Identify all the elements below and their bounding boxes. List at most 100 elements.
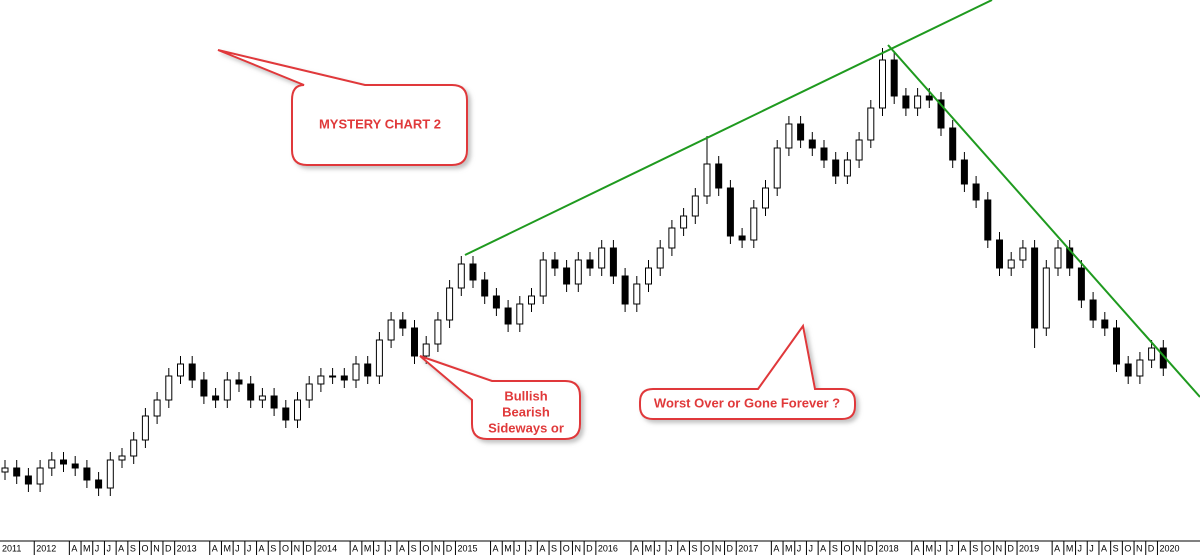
annotation: Bearish <box>502 404 550 419</box>
x-tick-label: O <box>1124 543 1131 553</box>
x-tick-label: N <box>855 543 862 553</box>
x-tick-label: J <box>95 543 100 553</box>
x-tick-label: J <box>656 543 661 553</box>
x-tick-label: M <box>504 543 512 553</box>
candle-body <box>446 287 454 321</box>
x-tick-label: N <box>1136 543 1143 553</box>
candle-body <box>247 383 255 401</box>
x-tick-label: 2016 <box>598 543 618 553</box>
candle-body <box>270 395 278 409</box>
x-tick-label: J <box>247 543 252 553</box>
candle-body <box>305 383 313 401</box>
x-tick-label: D <box>165 543 172 553</box>
candle-body <box>504 307 512 325</box>
candle-body <box>984 199 992 241</box>
candle-body <box>364 363 372 377</box>
x-tick-label: M <box>1066 543 1074 553</box>
candle-body <box>457 263 465 289</box>
candle-body <box>563 267 571 285</box>
candle-body <box>1113 327 1120 365</box>
candle-body <box>48 459 56 469</box>
candle-body <box>188 363 196 381</box>
candle-body <box>914 95 922 109</box>
candles <box>1 48 1167 496</box>
x-tick-label: 2017 <box>738 543 758 553</box>
x-tick-label: D <box>305 543 312 553</box>
x-tick-label: N <box>996 543 1003 553</box>
x-tick-label: N <box>574 543 581 553</box>
candle-body <box>141 415 149 441</box>
candle-body <box>867 107 875 141</box>
candle-body <box>13 467 21 477</box>
trendline <box>887 44 1200 398</box>
candle-body <box>726 187 734 237</box>
x-tick-label: D <box>727 543 734 553</box>
candle-body <box>411 327 418 357</box>
candle-body <box>820 147 828 161</box>
candle-body <box>294 399 301 421</box>
x-tick-label: M <box>925 543 933 553</box>
candle-body <box>609 247 617 277</box>
x-tick-label: M <box>785 543 793 553</box>
candle-body <box>879 59 886 109</box>
x-tick-label: N <box>434 543 441 553</box>
x-tick-label: 2011 <box>2 543 21 553</box>
x-tick-label: D <box>867 543 874 553</box>
x-tick-label: J <box>516 543 521 553</box>
x-tick-label: A <box>539 543 545 553</box>
candle-body <box>329 375 337 378</box>
callout <box>639 323 856 420</box>
x-tick-label: 2014 <box>317 543 337 553</box>
x-tick-label: A <box>914 543 920 553</box>
candle-body <box>1124 363 1132 377</box>
candle-body <box>118 455 126 461</box>
x-tick-label: N <box>715 543 722 553</box>
candle-body <box>1077 267 1085 301</box>
candle-body <box>492 295 500 309</box>
x-tick-label: 2020 <box>1159 543 1179 553</box>
candle-body <box>1007 259 1015 269</box>
x-tick-label: 2015 <box>457 543 477 553</box>
x-tick-label: M <box>83 543 91 553</box>
x-axis-labels: 2011 2012 A M J J A S O N D 2013 A M J J A S O N D 2014 A M J J A S… <box>2 541 1179 555</box>
x-tick-label: A <box>633 543 639 553</box>
x-tick-label: D <box>446 543 453 553</box>
candle-body <box>60 459 67 465</box>
candle-body <box>130 439 138 457</box>
candle-body <box>481 279 489 297</box>
candle-body <box>95 479 103 489</box>
candle-body <box>925 95 933 101</box>
candle-body <box>1089 299 1097 321</box>
candle-body <box>656 247 664 269</box>
annotation: Bullish <box>504 388 547 403</box>
candle-body <box>797 123 805 141</box>
candle-body <box>703 163 711 197</box>
candle-body <box>24 475 32 485</box>
x-tick-label: A <box>352 543 358 553</box>
candle-body <box>1031 247 1039 329</box>
candle-body <box>375 339 383 377</box>
x-tick-label: J <box>1089 543 1094 553</box>
candle-body <box>937 99 945 129</box>
candle-body <box>715 163 723 189</box>
x-tick-label: J <box>949 543 954 553</box>
x-tick-label: A <box>680 543 686 553</box>
x-tick-label: J <box>1078 543 1083 553</box>
candle-body <box>317 375 325 385</box>
x-tick-label: J <box>376 543 381 553</box>
candle-body <box>165 375 173 401</box>
x-tick-label: D <box>1007 543 1014 553</box>
candle-body <box>691 195 699 217</box>
candle-body <box>352 363 360 381</box>
x-tick-label: O <box>703 543 710 553</box>
candle-body <box>680 215 688 229</box>
x-tick-label: S <box>411 543 417 553</box>
x-tick-label: M <box>223 543 231 553</box>
candle-body <box>738 235 746 241</box>
x-tick-label: J <box>797 543 802 553</box>
x-tick-label: 2018 <box>879 543 899 553</box>
candle-body <box>621 275 629 305</box>
candle-body <box>890 59 898 97</box>
candle-body <box>586 259 594 269</box>
